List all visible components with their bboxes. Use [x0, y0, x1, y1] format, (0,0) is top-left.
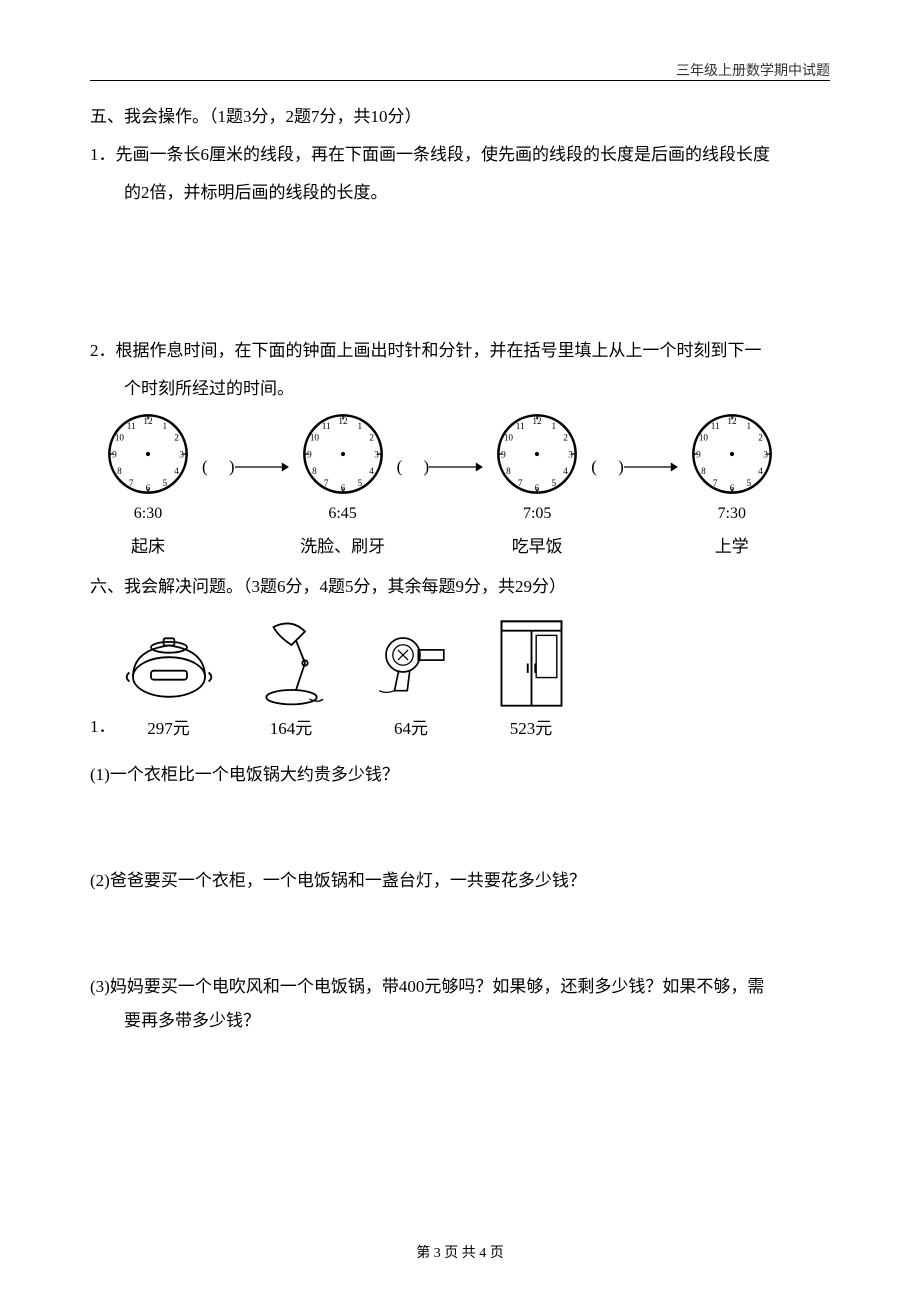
clocks-row: 1212 345 678 91011 6:30 起床 ( )	[98, 412, 830, 564]
section5-q1-line2: 的2倍，并标明后画的线段的长度。	[90, 176, 830, 210]
paren-left: (	[202, 450, 208, 484]
price-wardrobe: 523元	[510, 712, 553, 746]
clock-time-4: 7:30	[718, 498, 746, 530]
clock-time-3: 7:05	[523, 498, 551, 530]
page: 三年级上册数学期中试题 五、我会操作。（1题3分，2题7分，共10分） 1．先画…	[0, 0, 920, 1302]
svg-text:11: 11	[711, 421, 720, 431]
clock-time-2: 6:45	[328, 498, 356, 530]
product-hair-dryer: 64元	[369, 618, 454, 746]
product-wardrobe: 523元	[494, 618, 569, 746]
svg-text:1: 1	[746, 421, 751, 431]
clock-block-2: 1212 345 678 91011 6:45 洗脸、刷牙	[293, 412, 393, 564]
svg-text:1: 1	[162, 421, 167, 431]
clock-face-icon: 1212 345 678 91011	[301, 412, 385, 496]
svg-text:4: 4	[758, 466, 763, 476]
section6-title: 六、我会解决问题。（3题6分，4题5分，其余每题9分，共29分）	[90, 570, 830, 604]
section6-sub3-line1: (3)妈妈要买一个电吹风和一个电饭锅，带400元够吗？如果够，还剩多少钱？如果不…	[90, 970, 830, 1004]
price-rice-cooker: 297元	[147, 712, 190, 746]
section6-q1-label: 1．	[90, 710, 116, 744]
clock-block-3: 1212 345 678 91011 7:05 吃早饭	[487, 412, 587, 564]
rice-cooker-icon	[124, 618, 214, 708]
svg-text:2: 2	[369, 433, 374, 443]
clock-label-2: 洗脸、刷牙	[300, 530, 385, 564]
arrow-gap-3: ( )	[591, 450, 678, 526]
product-rice-cooker: 297元	[124, 618, 214, 746]
page-footer: 第 3 页 共 4 页	[0, 1242, 920, 1262]
arrow-gap-2: ( )	[397, 450, 484, 526]
spacer	[90, 898, 830, 958]
clock-block-4: 1212 345 678 91011 7:30 上学	[682, 412, 782, 564]
arrow-icon	[429, 457, 483, 477]
svg-text:8: 8	[701, 466, 706, 476]
spacer	[90, 214, 830, 334]
section5-q2-line1: 2．根据作息时间，在下面的钟面上画出时针和分针，并在括号里填上从上一个时刻到下一	[90, 334, 830, 368]
svg-text:5: 5	[746, 478, 751, 488]
spacer	[90, 792, 830, 852]
header-subject: 三年级上册数学期中试题	[676, 60, 830, 80]
svg-text:7: 7	[518, 478, 523, 488]
content-body: 五、我会操作。（1题3分，2题7分，共10分） 1．先画一条长6厘米的线段，再在…	[90, 100, 830, 1038]
svg-text:10: 10	[504, 433, 514, 443]
svg-text:7: 7	[713, 478, 718, 488]
arrow-icon	[624, 457, 678, 477]
paren-left: (	[591, 450, 597, 484]
section5-title: 五、我会操作。（1题3分，2题7分，共10分）	[90, 100, 830, 134]
svg-text:7: 7	[323, 478, 328, 488]
clock-label-1: 起床	[131, 530, 165, 564]
arrow-icon	[235, 457, 289, 477]
svg-text:11: 11	[321, 421, 330, 431]
svg-text:11: 11	[127, 421, 136, 431]
products-row-wrap: 1． 297元	[90, 608, 830, 746]
desk-lamp-icon	[254, 618, 329, 708]
svg-text:7: 7	[129, 478, 134, 488]
arrow-gap-1: ( )	[202, 450, 289, 526]
svg-text:10: 10	[309, 433, 319, 443]
svg-text:2: 2	[563, 433, 568, 443]
svg-text:5: 5	[357, 478, 362, 488]
section6-sub1: (1)一个衣柜比一个电饭锅大约贵多少钱？	[90, 758, 830, 792]
svg-text:11: 11	[516, 421, 525, 431]
price-desk-lamp: 164元	[270, 712, 313, 746]
svg-text:2: 2	[174, 433, 179, 443]
section6-sub2: (2)爸爸要买一个衣柜，一个电饭锅和一盏台灯，一共要花多少钱？	[90, 864, 830, 898]
clock-face-icon: 1212 345 678 91011	[690, 412, 774, 496]
wardrobe-icon	[494, 618, 569, 708]
hair-dryer-icon	[369, 618, 454, 708]
svg-text:8: 8	[117, 466, 122, 476]
clock-block-1: 1212 345 678 91011 6:30 起床	[98, 412, 198, 564]
svg-text:1: 1	[357, 421, 362, 431]
svg-text:4: 4	[563, 466, 568, 476]
product-desk-lamp: 164元	[254, 618, 329, 746]
products-row: 297元 164元	[124, 618, 609, 746]
header-rule	[90, 80, 830, 81]
clock-label-4: 上学	[715, 530, 749, 564]
svg-text:4: 4	[174, 466, 179, 476]
clock-face-icon: 1212 345 678 91011	[106, 412, 190, 496]
svg-text:5: 5	[162, 478, 167, 488]
svg-text:4: 4	[369, 466, 374, 476]
section6-sub3-line2: 要再多带多少钱？	[90, 1004, 830, 1038]
section5-q2-line2: 个时刻所经过的时间。	[90, 372, 830, 406]
svg-text:1: 1	[552, 421, 557, 431]
paren-left: (	[397, 450, 403, 484]
svg-text:10: 10	[699, 433, 709, 443]
svg-text:10: 10	[115, 433, 125, 443]
section5-q1-line1: 1．先画一条长6厘米的线段，再在下面画一条线段，使先画的线段的长度是后画的线段长…	[90, 138, 830, 172]
clock-time-1: 6:30	[134, 498, 162, 530]
clock-face-icon: 1212 345 678 91011	[495, 412, 579, 496]
svg-text:8: 8	[506, 466, 511, 476]
price-hair-dryer: 64元	[394, 712, 428, 746]
svg-text:2: 2	[758, 433, 763, 443]
svg-text:8: 8	[312, 466, 317, 476]
svg-text:5: 5	[552, 478, 557, 488]
clock-label-3: 吃早饭	[512, 530, 563, 564]
